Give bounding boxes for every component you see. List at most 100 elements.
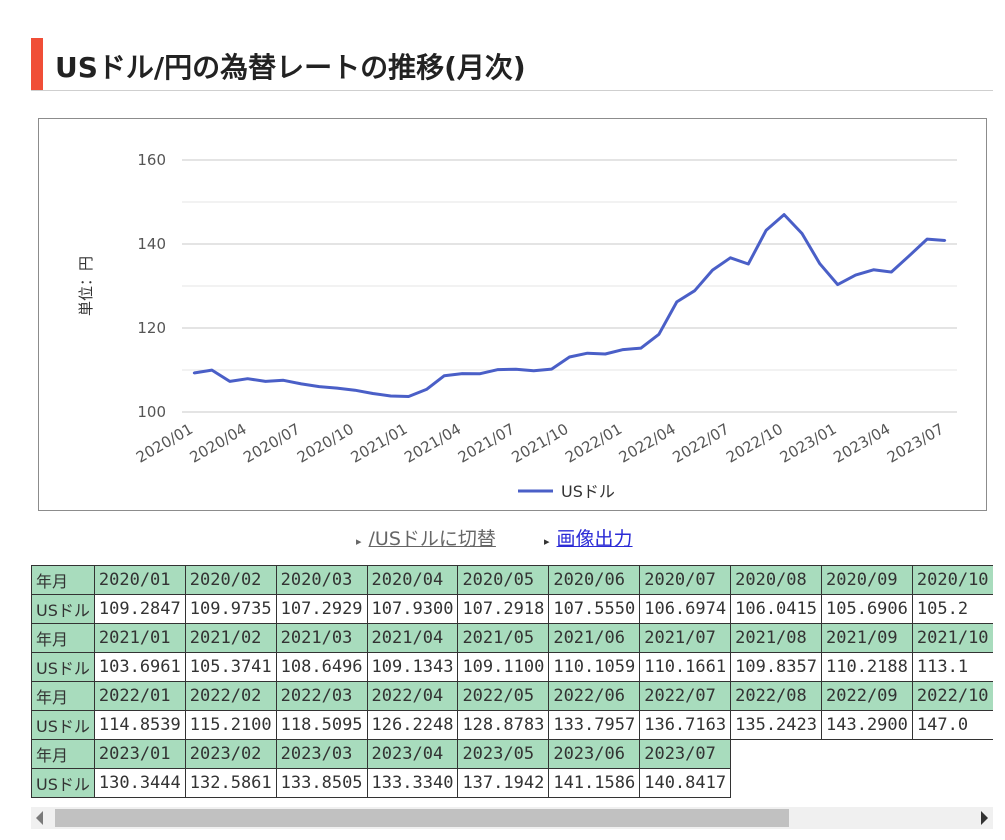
table-row-values: USドル 114.8539 115.2100 118.5095 126.2248 128.… [31, 710, 993, 740]
data-point [300, 382, 303, 386]
month-cell: 2020/08 [730, 565, 822, 595]
data-point [550, 367, 553, 371]
data-point [782, 213, 786, 216]
series-line-usd [193, 213, 946, 398]
row-label-usd: USドル [31, 710, 95, 740]
x-tick-label: 2023/04 [830, 420, 893, 467]
legend-label: USドル [561, 482, 615, 501]
data-point [335, 386, 339, 390]
horizontal-scrollbar[interactable] [31, 807, 993, 829]
month-cell: 2023/04 [366, 739, 459, 769]
value-cell: 133.7957 [548, 710, 641, 740]
month-cell: 2022/10 [911, 681, 993, 711]
x-tick-label: 2023/01 [777, 420, 840, 467]
chart-links: ▸ /USドルに切替 ▸ 画像出力 [0, 524, 1005, 552]
value-cell: 140.8417 [639, 768, 732, 798]
rate-table-container: 年月 2020/01 2020/02 2020/03 2020/04 2020/05 202… [31, 565, 993, 805]
month-cell: 2021/04 [366, 623, 459, 653]
data-point [729, 256, 732, 259]
data-point [747, 262, 750, 266]
month-cell: 2022/09 [821, 681, 913, 711]
data-point [890, 270, 893, 274]
month-cell: 2022/08 [730, 681, 822, 711]
switch-currency-link[interactable]: ▸ /USドルに切替 [356, 524, 496, 551]
x-tick-label: 2020/04 [187, 420, 250, 467]
data-point [675, 300, 678, 304]
data-point [514, 368, 518, 371]
y-tick-label: 120 [137, 319, 166, 337]
month-cell: 2020/09 [821, 565, 913, 595]
rate-table: 年月 2020/01 2020/02 2020/03 2020/04 2020/05 202… [31, 565, 993, 798]
value-cell: 136.7163 [639, 710, 732, 740]
month-cell: 2021/03 [275, 623, 368, 653]
image-export-label: 画像出力 [556, 528, 633, 550]
month-cell: 2023/01 [93, 739, 186, 769]
value-cell: 130.3444 [93, 768, 186, 798]
x-tick-label: 2022/01 [562, 420, 625, 467]
scroll-left-arrow-icon[interactable] [36, 811, 43, 825]
month-cell: 2021/05 [457, 623, 550, 653]
month-cell: 2022/01 [93, 681, 186, 711]
value-cell: 141.1586 [548, 768, 641, 798]
value-cell: 109.2847 [93, 594, 186, 624]
month-cell: 2020/05 [457, 565, 550, 595]
month-cell: 2020/10 [911, 565, 993, 595]
table-row-months: 年月 2022/01 2022/02 2022/03 2022/04 2022/05 202… [31, 681, 993, 711]
value-cell: 109.9735 [184, 594, 277, 624]
value-cell: 143.2900 [821, 710, 913, 740]
data-point [228, 380, 231, 383]
month-cell: 2021/06 [548, 623, 641, 653]
data-point [908, 254, 911, 257]
empty-cell [822, 769, 913, 798]
month-cell: 2021/10 [911, 623, 993, 653]
value-cell: 137.1942 [457, 768, 550, 798]
chart-frame: 100 120 140 160 単位：円 2020/01 2020/04 2020/07 202… [38, 118, 987, 511]
data-point [800, 232, 804, 235]
scrollbar-thumb[interactable] [55, 809, 789, 827]
data-point [192, 371, 196, 375]
value-cell: 110.2188 [821, 652, 913, 682]
month-cell: 2023/03 [275, 739, 368, 769]
bullet-arrow-icon: ▸ [544, 535, 550, 548]
month-cell: 2022/03 [275, 681, 368, 711]
month-cell: 2020/03 [275, 565, 368, 595]
value-cell: 105.3741 [184, 652, 277, 682]
data-point [693, 289, 696, 292]
x-tick-label: 2020/01 [133, 420, 196, 467]
table-row-values: USドル 109.2847 109.9735 107.2929 107.9300 107.… [31, 594, 993, 624]
value-cell: 107.2929 [275, 594, 368, 624]
month-cell: 2021/01 [93, 623, 186, 653]
data-point [264, 380, 267, 383]
data-point [353, 388, 357, 392]
x-tick-label: 2021/01 [348, 420, 411, 467]
data-point [371, 392, 375, 395]
data-point [925, 237, 929, 241]
value-cell: 135.2423 [730, 710, 822, 740]
data-point [389, 394, 392, 398]
month-cell: 2022/06 [548, 681, 641, 711]
data-point [586, 352, 589, 355]
data-point [210, 368, 214, 372]
x-tick-label: 2021/04 [401, 420, 464, 467]
value-cell: 118.5095 [275, 710, 368, 740]
month-cell: 2020/06 [548, 565, 641, 595]
row-label-month: 年月 [31, 565, 95, 595]
image-export-link[interactable]: ▸ 画像出力 [544, 524, 633, 551]
value-cell: 103.6961 [93, 652, 186, 682]
data-point [443, 374, 446, 377]
data-point [604, 352, 607, 356]
data-point [711, 268, 714, 272]
data-point [818, 262, 822, 265]
page-title: USドル/円の為替レートの推移(月次) [55, 51, 526, 84]
value-cell: 128.8783 [457, 710, 550, 740]
data-point [246, 377, 249, 380]
month-cell: 2023/05 [457, 739, 550, 769]
scroll-right-arrow-icon[interactable] [981, 811, 988, 825]
y-tick-label: 160 [137, 151, 166, 169]
row-label-month: 年月 [31, 681, 95, 711]
value-cell: 147.0 [911, 710, 993, 740]
month-cell: 2023/07 [639, 739, 732, 769]
x-tick-label: 2022/07 [669, 420, 732, 467]
table-row-months: 年月 2021/01 2021/02 2021/03 2021/04 2021/05 202… [31, 623, 993, 653]
data-point [943, 239, 947, 242]
